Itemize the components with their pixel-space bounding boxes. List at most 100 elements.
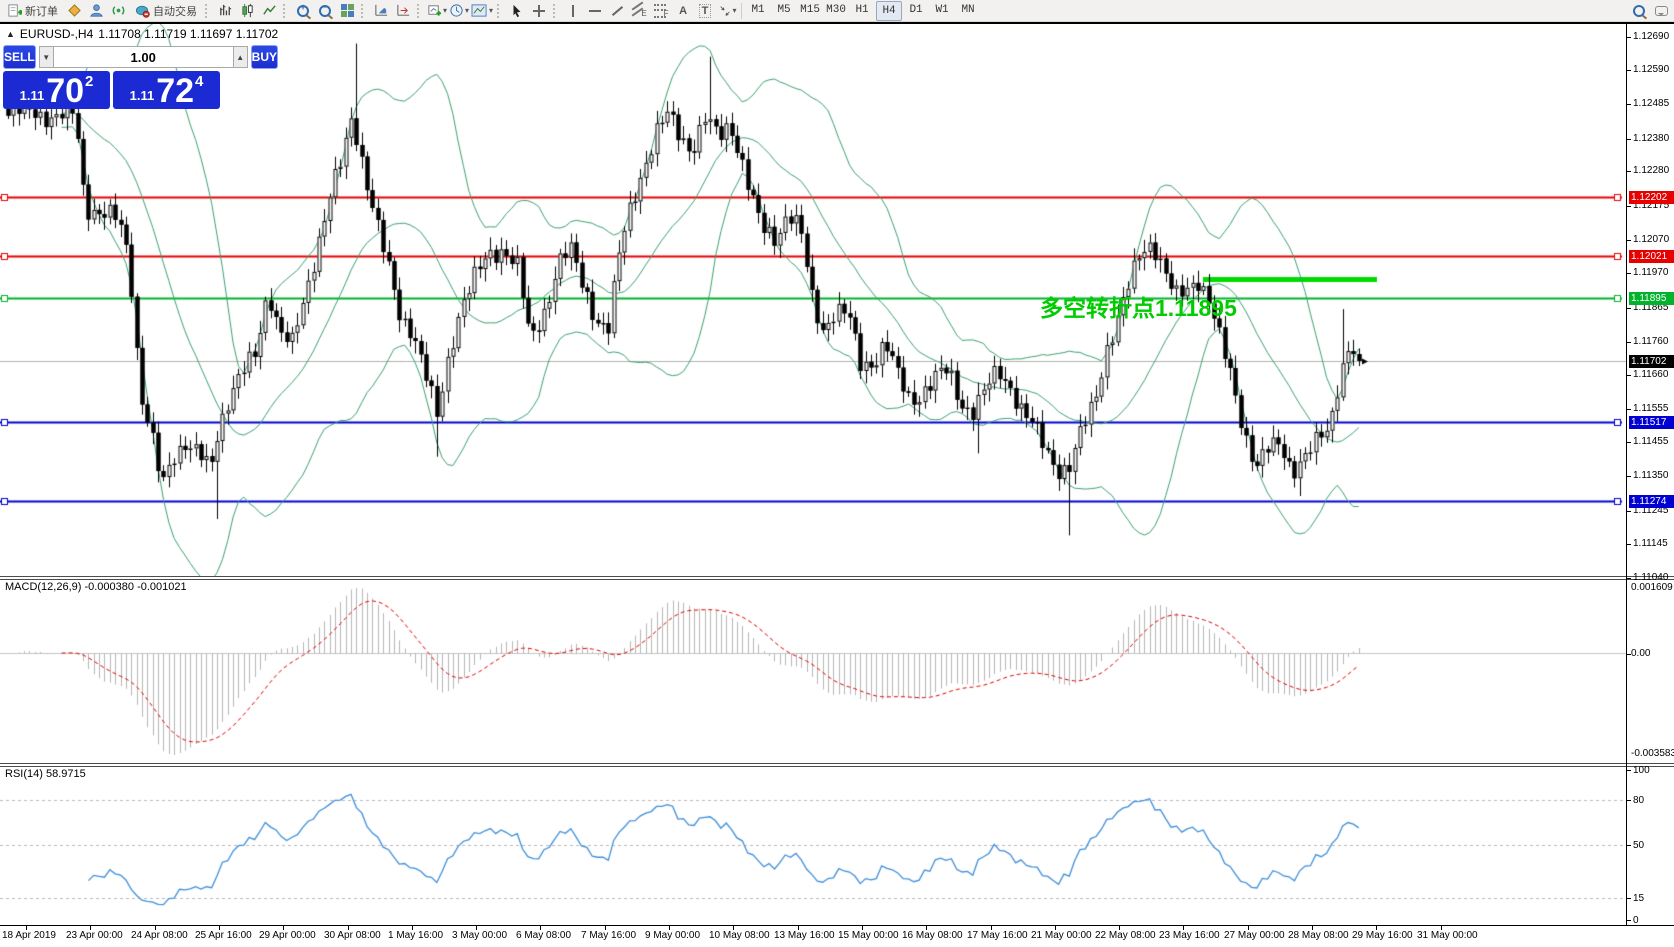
panel-splitter[interactable]	[0, 576, 1674, 580]
toolbar-grip	[205, 3, 211, 18]
volume-up-button[interactable]: ▲	[232, 46, 248, 68]
price-tick-mark	[1627, 240, 1631, 241]
timeframe-m1[interactable]: M1	[751, 3, 765, 16]
chart-candles-button[interactable]	[237, 2, 257, 20]
text-button[interactable]: A	[673, 2, 693, 20]
macd-axis-zero-label: 0.00	[1631, 647, 1651, 659]
annotation-text[interactable]: 多空转折点1.11895	[1040, 295, 1237, 321]
timeframe-h4[interactable]: H4	[876, 0, 903, 21]
price-chart-canvas[interactable]	[0, 24, 1626, 576]
sell-button[interactable]: SELL	[3, 45, 36, 69]
rsi-axis-label: 100	[1633, 765, 1650, 776]
rsi-panel-canvas[interactable]	[0, 767, 1626, 925]
trendline-button[interactable]	[607, 2, 627, 20]
new-chart-button[interactable]: ▾	[427, 2, 447, 20]
panel-splitter[interactable]	[0, 763, 1674, 767]
signals-button[interactable]	[108, 2, 128, 20]
time-tick-mark	[476, 926, 477, 930]
buy-button[interactable]: BUY	[250, 45, 279, 69]
text-label-icon: T	[698, 3, 712, 18]
timeframe-w1[interactable]: W1	[935, 3, 949, 16]
price-tick-label: 1.11350	[1633, 470, 1669, 481]
macd-axis-top-label: 0.001609	[1631, 582, 1673, 593]
time-axis[interactable]: 18 Apr 2019 23 Apr 00:00 24 Apr 08:00 25 Ap…	[0, 925, 1674, 947]
time-tick-mark	[733, 926, 734, 930]
price-tick-label: 1.11760	[1633, 336, 1669, 347]
search-button[interactable]	[1629, 2, 1649, 20]
price-level-chip: 1.11895	[1629, 292, 1674, 305]
time-tick-mark	[1441, 926, 1442, 930]
timeframe-d1[interactable]: D1	[909, 3, 923, 16]
horizontal-line-button[interactable]	[585, 2, 605, 20]
vertical-line-button[interactable]	[563, 2, 583, 20]
toolbar-grip	[417, 3, 423, 18]
time-tick-label: 17 May 16:00	[967, 930, 1028, 941]
macd-tick-mark	[1627, 653, 1631, 655]
dropdown-caret-icon: ▾	[465, 6, 470, 15]
price-tick-label: 1.12070	[1633, 234, 1670, 245]
timeframe-m30[interactable]: M30	[826, 3, 846, 16]
navigator-button[interactable]	[86, 2, 106, 20]
macd-label: MACD(12,26,9) -0.000380 -0.001021	[5, 581, 187, 593]
cursor-icon	[513, 4, 521, 17]
cursor-button[interactable]	[507, 2, 527, 20]
time-tick-label: 1 May 16:00	[388, 930, 444, 941]
volume-stepper: ▼ ▲	[38, 46, 248, 68]
new-order-button[interactable]: 新订单	[3, 2, 62, 20]
timeframe-m5[interactable]: M5	[777, 3, 791, 16]
buy-price-box[interactable]: 1.11 72 4	[113, 71, 220, 109]
one-click-panel-toggle[interactable]: ▲	[6, 29, 15, 39]
time-tick-mark	[1183, 926, 1184, 930]
zoom-out-icon: −	[319, 2, 331, 17]
crosshair-icon	[533, 4, 546, 17]
auto-arrange-button[interactable]	[371, 2, 391, 20]
chart-symbol-period: EURUSD-,H4	[19, 27, 94, 41]
arrow-shapes-icon	[719, 5, 730, 16]
sell-price-big: 70	[46, 72, 85, 110]
zoom-in-button[interactable]: +	[293, 2, 313, 20]
clock-icon	[450, 4, 463, 17]
time-tick-mark	[219, 926, 220, 930]
price-tick-mark	[1627, 70, 1631, 71]
autotrading-icon	[135, 5, 150, 18]
chat-button[interactable]	[1651, 2, 1671, 20]
time-tick-label: 23 Apr 00:00	[66, 930, 123, 941]
chart-shift-button[interactable]	[393, 2, 413, 20]
tile-windows-button[interactable]	[337, 2, 357, 20]
volume-down-button[interactable]: ▼	[38, 46, 54, 68]
time-tick-mark	[1119, 926, 1120, 930]
market-watch-icon	[67, 4, 81, 17]
text-label-button[interactable]: T	[695, 2, 715, 20]
price-tick-label: 1.12690	[1633, 31, 1670, 42]
price-tick-mark	[1627, 578, 1631, 579]
chart-line-button[interactable]	[259, 2, 279, 20]
timeframe-mn[interactable]: MN	[961, 3, 975, 16]
templates-button[interactable]: ▾	[471, 2, 493, 20]
buy-price-small: 1.11	[129, 88, 155, 103]
price-tick-mark	[1627, 476, 1631, 477]
price-tick-mark	[1627, 342, 1631, 343]
rsi-tick-mark	[1627, 770, 1631, 771]
template-icon	[471, 4, 487, 17]
macd-panel-canvas[interactable]	[0, 580, 1626, 763]
profiles-button[interactable]: ▾	[449, 2, 469, 20]
channel-button[interactable]: E	[629, 0, 649, 20]
arrows-button[interactable]: ▾	[717, 2, 737, 20]
price-tick-mark	[1627, 511, 1631, 512]
price-axis-line	[1626, 24, 1627, 925]
zoom-out-button[interactable]: −	[315, 2, 335, 20]
autotrading-button[interactable]: 自动交易	[130, 2, 201, 20]
timeframe-h1[interactable]: H1	[855, 3, 869, 16]
crosshair-button[interactable]	[529, 2, 549, 20]
time-tick-label: 15 May 00:00	[838, 930, 899, 941]
chart-shift-icon	[396, 4, 409, 16]
fibonacci-button[interactable]: F	[651, 2, 671, 20]
timeframe-m15[interactable]: M15	[800, 3, 820, 16]
price-tick-label: 1.11245	[1633, 505, 1669, 516]
signals-icon	[112, 6, 124, 15]
volume-input[interactable]	[53, 46, 233, 68]
sell-price-box[interactable]: 1.11 70 2	[3, 71, 110, 109]
arrange-chart-icon	[374, 4, 387, 16]
market-watch-button[interactable]	[64, 2, 84, 20]
chart-bars-button[interactable]	[215, 2, 235, 20]
